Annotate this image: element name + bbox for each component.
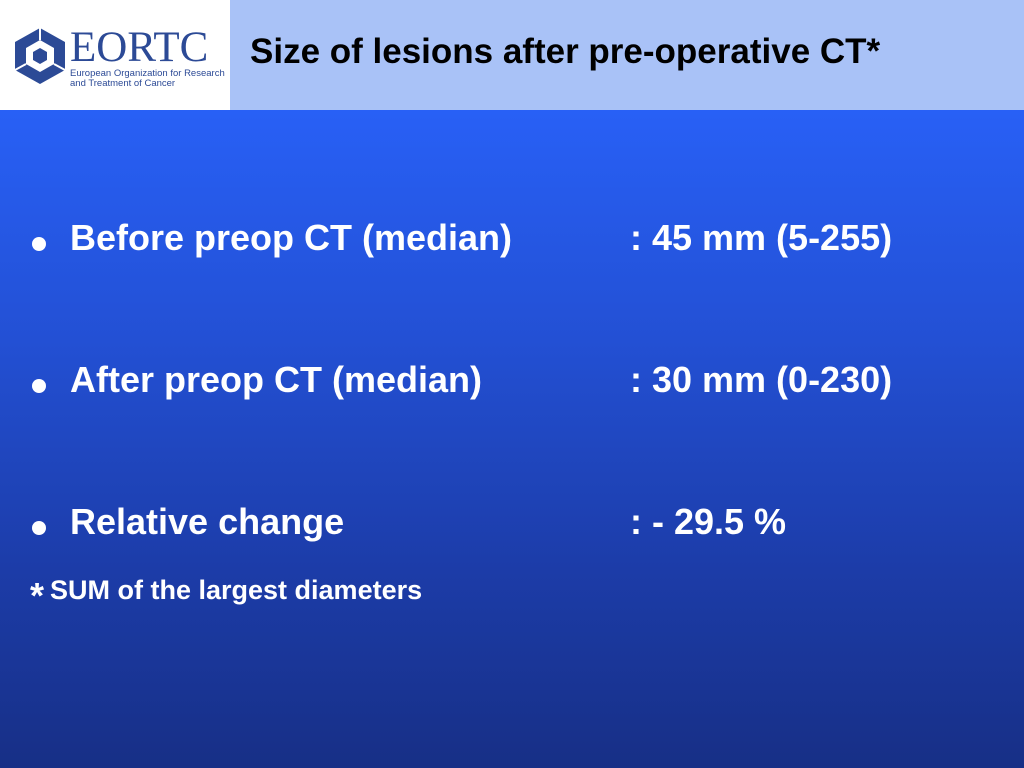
footnote-marker: * (30, 575, 45, 616)
footnote: * SUM of the largest diameters (30, 575, 422, 617)
bullet-dot-icon (32, 521, 46, 535)
bullet-label: After preop CT (median) (70, 359, 483, 400)
slide-content: Before preop CT (median) : 45 mm (5-255)… (0, 110, 1024, 768)
logo-subtitle: European Organization for Research and T… (70, 68, 225, 89)
bullet-value: : - 29.5 % (630, 501, 787, 542)
bullet-item: Before preop CT (median) : 45 mm (5-255) (0, 217, 1024, 267)
eortc-cube-icon (14, 28, 66, 84)
bullet-value: : 45 mm (5-255) (630, 217, 893, 258)
bullet-label: Before preop CT (median) (70, 217, 513, 258)
bullet-dot-icon (32, 379, 46, 393)
bullet-value: : 30 mm (0-230) (630, 359, 893, 400)
bullet-item: After preop CT (median) : 30 mm (0-230) (0, 359, 1024, 409)
eortc-logo: EORTC European Organization for Research… (0, 0, 230, 110)
bullet-label: Relative change (70, 501, 345, 542)
bullet-item: Relative change : - 29.5 % (0, 501, 1024, 551)
footnote-text: SUM of the largest diameters (50, 575, 423, 605)
header-bar: EORTC European Organization for Research… (0, 0, 1024, 110)
logo-wordmark: EORTC (70, 24, 209, 71)
bullet-dot-icon (32, 237, 46, 251)
slide-title: Size of lesions after pre-operative CT* (250, 32, 881, 71)
